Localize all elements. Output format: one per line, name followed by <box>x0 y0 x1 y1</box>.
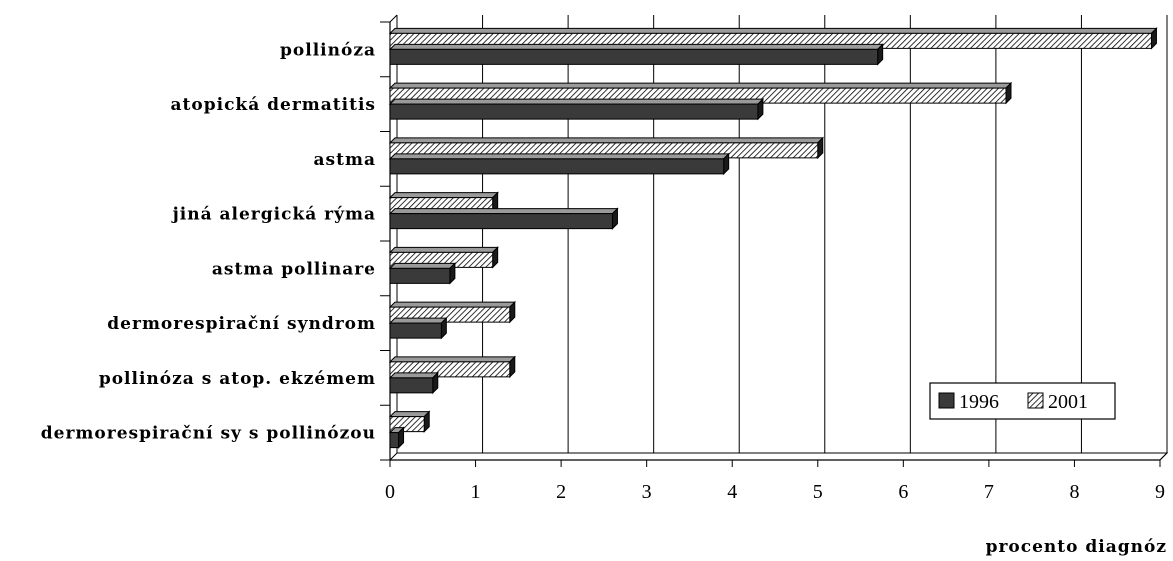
category-label: dermorespirační sy s pollinózou <box>41 424 376 444</box>
bar-top <box>388 411 431 418</box>
legend-label-1996: 1996 <box>959 391 999 413</box>
bar-1996 <box>388 97 765 121</box>
bar-top <box>388 246 499 253</box>
bar-top <box>388 192 499 199</box>
floor <box>388 452 1169 461</box>
legend-label-2001: 2001 <box>1048 391 1088 413</box>
x-tick-label: 1 <box>471 481 481 503</box>
x-axis-title: procento diagnóz <box>986 537 1167 557</box>
x-tick-label: 9 <box>1155 481 1165 503</box>
x-tick-label: 5 <box>813 481 823 503</box>
side-wall <box>390 22 397 460</box>
bar-1996 <box>388 262 457 285</box>
x-tick-label: 2 <box>556 481 566 503</box>
legend-swatch-2001 <box>1027 392 1044 409</box>
bar-top <box>388 372 439 379</box>
x-tick-label: 8 <box>1069 481 1079 503</box>
category-label: astma <box>314 150 376 170</box>
bar-front <box>389 213 613 230</box>
bar-front <box>389 267 451 284</box>
x-tick-label: 7 <box>984 481 994 503</box>
bars <box>388 27 1158 449</box>
x-tick-labels: 0 1 2 3 4 5 6 7 8 9 <box>385 481 1165 503</box>
bar-top <box>388 137 824 144</box>
bar-front <box>389 103 759 120</box>
x-tick-label: 6 <box>898 481 908 503</box>
axis-corner <box>1159 452 1168 461</box>
bar-front <box>389 322 442 339</box>
category-label: jiná alergická rýma <box>171 205 376 225</box>
bar-top <box>388 356 516 363</box>
bar-1996 <box>388 152 730 176</box>
bar-front <box>389 158 725 175</box>
category-labels: pollinóza atopická dermatitis astma jiná al… <box>41 40 376 444</box>
bar-top <box>388 153 730 160</box>
bar-front <box>389 432 400 449</box>
category-label: atopická dermatitis <box>171 95 376 115</box>
bar-top <box>388 43 884 50</box>
bar-1996 <box>388 316 448 340</box>
bar-top <box>388 301 516 308</box>
bar-1996 <box>388 426 405 449</box>
bar-front <box>389 377 434 394</box>
bar-top <box>388 82 1013 89</box>
legend-box <box>929 382 1116 420</box>
legend-swatch-1996 <box>938 392 955 409</box>
category-label: dermorespirační syndrom <box>107 314 376 334</box>
bar-1996 <box>388 43 884 66</box>
category-label: pollinóza s atop. ekzémem <box>99 369 376 389</box>
bar-top <box>388 317 448 324</box>
category-label: astma pollinare <box>212 259 376 279</box>
bar-top <box>388 27 1158 34</box>
bar-top <box>388 98 765 105</box>
bar-top <box>388 208 619 215</box>
x-tick-label: 4 <box>727 481 737 503</box>
bar-1996 <box>388 371 439 395</box>
axis-corner <box>389 14 398 23</box>
bar-1996 <box>388 207 619 230</box>
x-tick-label: 3 <box>642 481 652 503</box>
category-label: pollinóza <box>280 40 376 60</box>
legend: 1996 2001 <box>929 382 1116 420</box>
x-tick-label: 0 <box>385 481 395 503</box>
bar-top <box>388 262 457 269</box>
bar-front <box>389 48 879 65</box>
